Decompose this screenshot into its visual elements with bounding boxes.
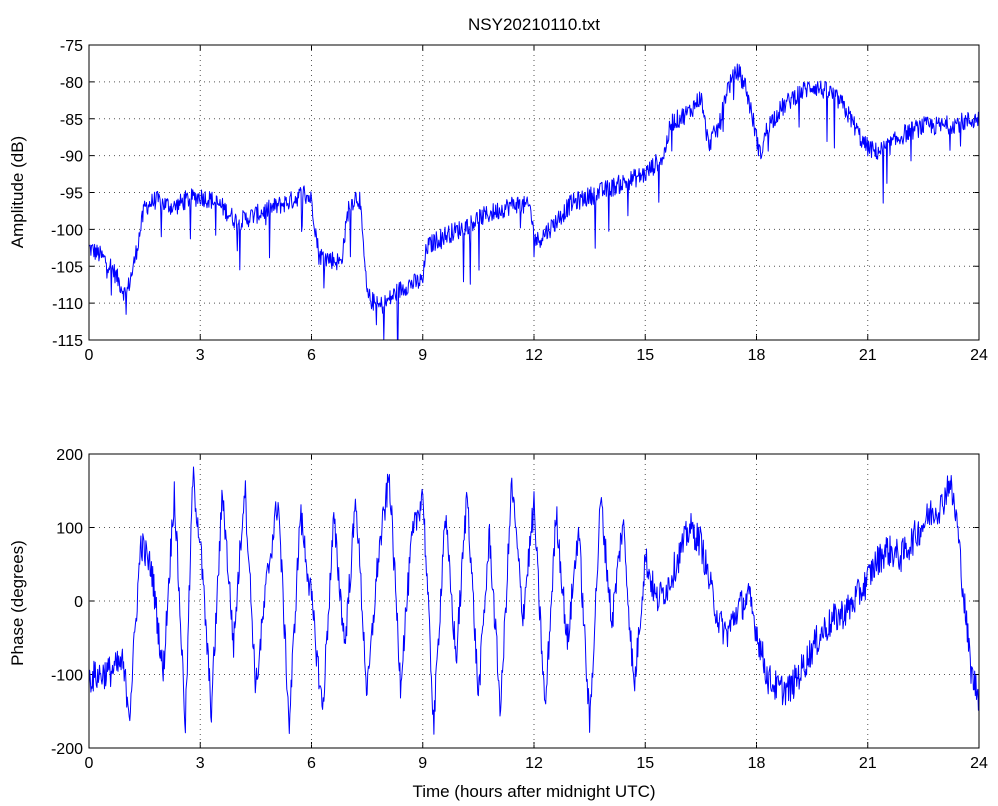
amplitude-series-line bbox=[88, 63, 980, 341]
x-tick-label: 24 bbox=[970, 347, 988, 364]
y-tick-label: 100 bbox=[56, 521, 83, 538]
x-tick-label: 3 bbox=[196, 347, 205, 364]
y-tick-label: -100 bbox=[51, 222, 83, 239]
y-tick-label: 0 bbox=[74, 594, 83, 611]
amplitude-panel: Amplitude (dB) 0 3 6 9 12 15 18 21 24 -75 -80 -85 -9… bbox=[8, 38, 988, 364]
x-tick-label: 9 bbox=[418, 755, 427, 772]
phase-y-axis-label: Phase (degrees) bbox=[8, 540, 27, 666]
y-tick-label: -100 bbox=[51, 668, 83, 685]
x-tick-label: 6 bbox=[307, 347, 316, 364]
plot-frame bbox=[88, 44, 980, 341]
y-tick-label: -200 bbox=[51, 741, 83, 758]
amplitude-y-axis-label: Amplitude (dB) bbox=[8, 136, 27, 248]
phase-series-line bbox=[88, 466, 980, 735]
x-tick-label: 18 bbox=[748, 347, 766, 364]
y-tick-label: -105 bbox=[51, 259, 83, 276]
x-tick-label: 15 bbox=[636, 755, 654, 772]
plot-frame bbox=[88, 453, 980, 749]
x-tick-label: 0 bbox=[85, 347, 94, 364]
phase-x-axis-label: Time (hours after midnight UTC) bbox=[412, 782, 655, 801]
x-tick-label: 24 bbox=[970, 755, 988, 772]
x-tick-label: 12 bbox=[525, 755, 543, 772]
x-tick-label: 15 bbox=[636, 347, 654, 364]
x-tick-label: 6 bbox=[307, 755, 316, 772]
figure-title: NSY20210110.txt bbox=[468, 15, 600, 34]
x-tick-label: 21 bbox=[859, 755, 877, 772]
y-tick-label: -75 bbox=[60, 38, 83, 55]
x-tick-label: 9 bbox=[418, 347, 427, 364]
y-tick-label: 200 bbox=[56, 447, 83, 464]
y-tick-label: -110 bbox=[52, 296, 83, 313]
x-tick-label: 21 bbox=[859, 347, 877, 364]
y-tick-label: -80 bbox=[60, 75, 83, 92]
y-tick-label: -95 bbox=[60, 186, 83, 203]
phase-panel: Phase (degrees) Time (hours after midnig… bbox=[8, 447, 988, 801]
y-tick-label: -115 bbox=[52, 333, 83, 350]
x-tick-label: 3 bbox=[196, 755, 205, 772]
y-tick-label: -85 bbox=[60, 112, 83, 129]
x-tick-label: 12 bbox=[525, 347, 543, 364]
x-tick-label: 0 bbox=[85, 755, 94, 772]
y-tick-label: -90 bbox=[60, 149, 83, 166]
x-tick-label: 18 bbox=[748, 755, 766, 772]
